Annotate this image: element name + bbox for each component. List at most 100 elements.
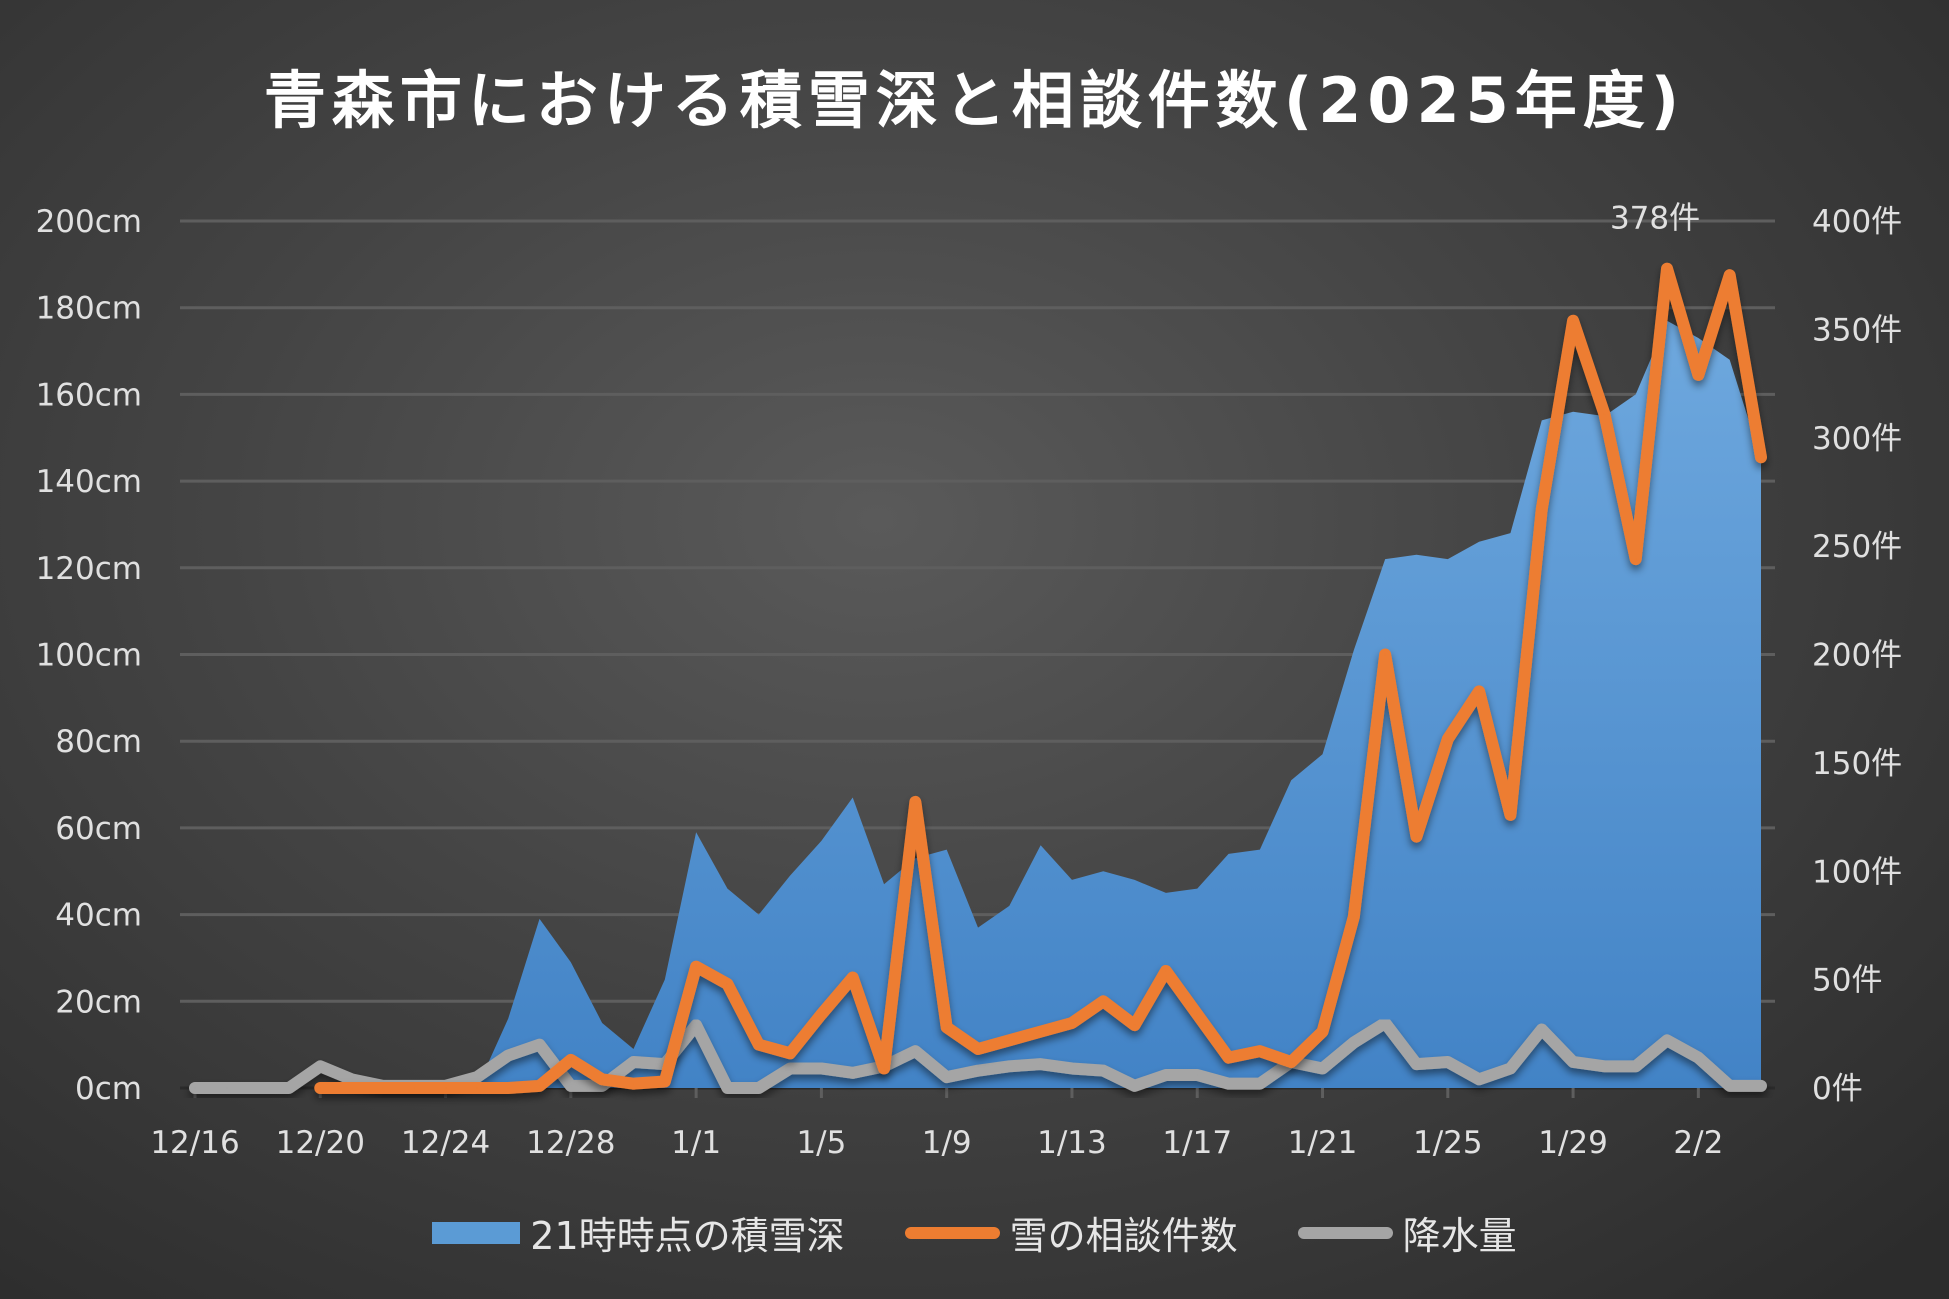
point-precipitation	[1384, 1021, 1387, 1024]
point-precipitation	[350, 1078, 353, 1081]
point-precipitation	[1133, 1084, 1136, 1087]
point-precipitation	[1572, 1060, 1575, 1063]
point-precipitation	[1760, 1084, 1762, 1087]
point-consultations	[1196, 1013, 1199, 1016]
y-left-tick-label: 180cm	[36, 291, 142, 327]
point-precipitation	[225, 1087, 228, 1089]
x-tick-label: 12/16	[150, 1125, 239, 1161]
point-precipitation	[1634, 1065, 1637, 1068]
x-tick-label: 1/9	[922, 1125, 972, 1161]
point-precipitation	[851, 1071, 854, 1074]
point-consultations	[381, 1087, 384, 1089]
point-consultations	[1227, 1056, 1230, 1059]
point-consultations	[1102, 1000, 1105, 1003]
point-consultations	[413, 1087, 416, 1089]
point-precipitation	[194, 1087, 196, 1089]
data-label-peak: 378件	[1610, 201, 1700, 237]
point-precipitation	[1008, 1065, 1011, 1068]
x-tick-label: 12/20	[276, 1125, 365, 1161]
point-consultations	[1760, 456, 1762, 459]
point-consultations	[1384, 653, 1387, 656]
y-right-tick-label: 200件	[1812, 638, 1902, 674]
y-right-tick-label: 400件	[1812, 204, 1902, 240]
point-precipitation	[1196, 1073, 1199, 1076]
y-left-tick-label: 80cm	[55, 724, 142, 760]
legend-swatch-line	[1297, 1226, 1393, 1239]
point-precipitation	[820, 1067, 823, 1070]
x-tick-label: 2/2	[1673, 1125, 1723, 1161]
point-precipitation	[1164, 1073, 1167, 1076]
point-precipitation	[757, 1087, 760, 1089]
y-left-tick-label: 200cm	[36, 204, 142, 240]
x-tick-label: 12/24	[401, 1125, 490, 1161]
point-consultations	[538, 1084, 541, 1087]
y-left-tick-label: 100cm	[36, 638, 142, 674]
area-snow-depth	[195, 320, 1761, 1089]
point-precipitation	[1446, 1060, 1449, 1063]
chart-title: 青森市における積雪深と相談件数(2025年度)	[263, 64, 1686, 137]
point-consultations	[1572, 319, 1575, 322]
y-left-tick-label: 140cm	[36, 464, 142, 500]
point-consultations	[945, 1026, 948, 1029]
point-consultations	[507, 1087, 510, 1089]
point-consultations	[1540, 508, 1543, 511]
point-consultations	[663, 1080, 666, 1083]
point-consultations	[726, 982, 729, 985]
point-consultations	[1666, 267, 1669, 270]
point-precipitation	[538, 1043, 541, 1046]
point-consultations	[914, 800, 917, 803]
point-precipitation	[977, 1069, 979, 1072]
point-precipitation	[945, 1076, 948, 1079]
point-consultations	[1133, 1024, 1136, 1027]
y-left-tick-label: 0cm	[75, 1071, 142, 1107]
point-consultations	[1290, 1060, 1293, 1063]
point-precipitation	[475, 1076, 478, 1079]
point-precipitation	[1603, 1065, 1606, 1068]
point-consultations	[1728, 274, 1731, 277]
point-precipitation	[914, 1050, 917, 1053]
x-tick-label: 1/1	[671, 1125, 721, 1161]
point-precipitation	[1509, 1067, 1512, 1070]
point-precipitation	[726, 1087, 729, 1089]
point-precipitation	[569, 1084, 572, 1087]
y-left-tick-label: 120cm	[36, 551, 142, 587]
point-consultations	[319, 1087, 322, 1089]
point-consultations	[569, 1058, 572, 1061]
point-precipitation	[507, 1054, 510, 1057]
point-precipitation	[1352, 1041, 1355, 1044]
point-precipitation	[1415, 1063, 1418, 1066]
legend-item-precipitation: 降水量	[1297, 1205, 1517, 1260]
x-tick-label: 1/5	[796, 1125, 846, 1161]
legend-item-consultations: 雪の相談件数	[904, 1205, 1238, 1260]
point-precipitation	[1258, 1082, 1261, 1085]
x-tick-label: 1/13	[1037, 1125, 1107, 1161]
legend-label: 21時時点の積雪深	[530, 1214, 845, 1258]
point-consultations	[1478, 690, 1481, 693]
y-right-tick-label: 300件	[1812, 421, 1902, 457]
x-tick-label: 1/29	[1538, 1125, 1608, 1161]
point-consultations	[1039, 1030, 1042, 1033]
point-consultations	[883, 1067, 886, 1070]
point-consultations	[1446, 738, 1449, 741]
legend: 21時時点の積雪深 雪の相談件数 降水量	[0, 1205, 1949, 1260]
point-consultations	[632, 1082, 635, 1085]
point-consultations	[789, 1052, 792, 1055]
point-consultations	[1321, 1030, 1324, 1033]
point-precipitation	[287, 1087, 290, 1089]
point-consultations	[475, 1087, 478, 1089]
y-right-tick-label: 350件	[1812, 312, 1902, 348]
point-consultations	[1634, 558, 1637, 561]
y-right-tick-label: 100件	[1812, 854, 1902, 890]
y-right-tick-label: 250件	[1812, 529, 1902, 565]
point-consultations	[1070, 1021, 1073, 1024]
point-precipitation	[1666, 1039, 1669, 1042]
y-left-tick-label: 160cm	[36, 377, 142, 413]
point-precipitation	[1227, 1082, 1230, 1085]
point-precipitation	[1478, 1078, 1481, 1081]
point-precipitation	[1321, 1067, 1324, 1070]
y-left-tick-label: 60cm	[55, 811, 142, 847]
legend-label: 雪の相談件数	[1009, 1214, 1238, 1258]
point-consultations	[601, 1078, 604, 1081]
legend-swatch-area	[432, 1221, 521, 1244]
